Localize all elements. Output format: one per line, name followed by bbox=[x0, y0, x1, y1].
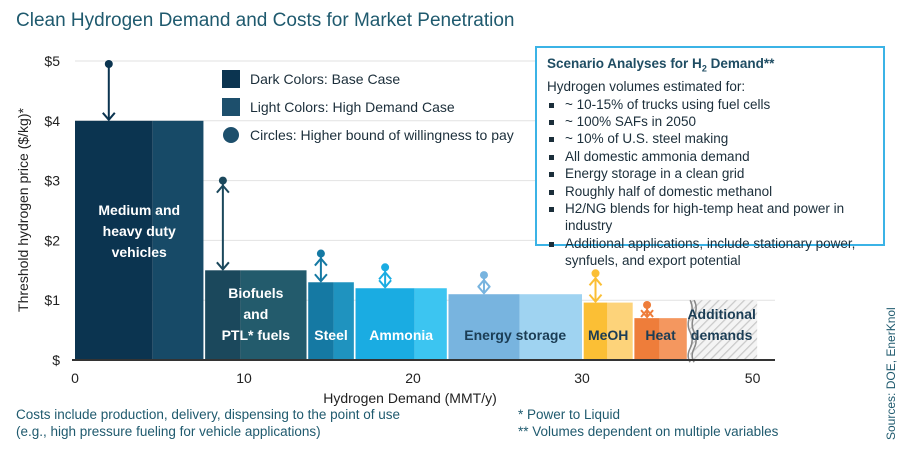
y-tick-label: $1 bbox=[44, 292, 60, 308]
bar-high-demand bbox=[519, 294, 582, 360]
legend-entry: Circles: Higher bound of willingness to … bbox=[250, 127, 514, 143]
y-axis-label: Threshold hydrogen price ($/kg)* bbox=[15, 108, 31, 312]
y-tick-label: $4 bbox=[44, 113, 60, 129]
arrow-up-icon bbox=[216, 184, 230, 194]
scenario-list-item: H2/NG blends for high-temp heat and powe… bbox=[547, 200, 873, 235]
bar-additional-demands bbox=[690, 300, 758, 360]
bar-high-demand bbox=[152, 120, 204, 360]
x-tick-label: 0 bbox=[71, 370, 79, 386]
arrow-down-icon bbox=[378, 279, 392, 289]
bar-label: vehicles bbox=[112, 244, 167, 260]
bar-high-demand bbox=[607, 302, 633, 360]
bar-label: PTL* fuels bbox=[222, 327, 291, 343]
bar-label: Ammonia bbox=[369, 327, 433, 343]
legend-entry: Dark Colors: Base Case bbox=[250, 71, 400, 87]
arrow-down-icon bbox=[216, 261, 230, 271]
legend-circle-icon bbox=[223, 127, 239, 143]
axis-break-icon bbox=[687, 299, 693, 363]
bar-high-demand bbox=[240, 270, 307, 360]
bar-base-case bbox=[583, 302, 608, 360]
bar-label: MeOH bbox=[588, 327, 628, 343]
y-tick-label: $5 bbox=[44, 53, 60, 69]
arrow-up-icon bbox=[640, 308, 654, 318]
bar-high-demand bbox=[414, 288, 447, 360]
bar-base-case bbox=[308, 282, 334, 360]
x-tick-label: 20 bbox=[405, 370, 421, 386]
arrow-down-icon bbox=[477, 285, 491, 295]
scenario-list-item: ~ 10% of U.S. steel making bbox=[547, 130, 873, 147]
scenario-analyses-box: Scenario Analyses for H2 Demand** Hydrog… bbox=[535, 46, 885, 268]
axis-break-icon bbox=[691, 299, 697, 363]
x-axis-label: Hydrogen Demand (MMT/y) bbox=[323, 390, 497, 406]
bar-label: demands bbox=[691, 327, 753, 343]
y-tick-label: $2 bbox=[44, 232, 60, 248]
sources-credit: Sources: DOE, EnerKnol bbox=[884, 307, 898, 440]
y-tick-label: $ bbox=[52, 352, 60, 368]
legend-entry: Light Colors: High Demand Case bbox=[250, 99, 455, 115]
scenario-list-item: ~ 100% SAFs in 2050 bbox=[547, 113, 873, 130]
scenario-box-title: Scenario Analyses for H2 Demand** bbox=[547, 56, 775, 74]
bar-label: Additional bbox=[687, 306, 755, 322]
x-tick-label: 10 bbox=[236, 370, 252, 386]
bar-base-case bbox=[75, 120, 153, 360]
costs-note: Costs include production, delivery, disp… bbox=[16, 407, 400, 439]
bar-label: Energy storage bbox=[464, 327, 566, 343]
bar-label: Biofuels bbox=[228, 285, 283, 301]
x-tick-label: 50 bbox=[745, 370, 761, 386]
scenario-list-item: Roughly half of domestic methanol bbox=[547, 183, 873, 200]
bar-high-demand bbox=[333, 282, 354, 360]
arrow-up-icon bbox=[378, 270, 392, 280]
scenario-list: ~ 10-15% of trucks using fuel cells ~ 100… bbox=[547, 96, 873, 270]
arrow-up-icon bbox=[314, 257, 328, 267]
bar-high-demand bbox=[659, 318, 687, 360]
arrow-down-icon bbox=[588, 293, 603, 304]
footnotes: * Power to Liquid ** Volumes dependent o… bbox=[518, 407, 779, 439]
bar-label: Steel bbox=[314, 327, 347, 343]
legend-swatch bbox=[222, 70, 240, 88]
bar-base-case bbox=[205, 270, 241, 360]
arrow-up-icon bbox=[477, 278, 491, 288]
scenario-box-intro: Hydrogen volumes estimated for: bbox=[547, 79, 746, 95]
scenario-list-item: All domestic ammonia demand bbox=[547, 148, 873, 165]
arrow-down-icon bbox=[314, 273, 328, 283]
x-tick-label: 30 bbox=[574, 370, 590, 386]
legend-swatch bbox=[222, 98, 240, 116]
scenario-list-item: Additional applications, include station… bbox=[547, 235, 873, 270]
arrow-up-icon bbox=[588, 276, 603, 286]
bar-label: Heat bbox=[645, 327, 676, 343]
bar-base-case bbox=[634, 318, 660, 360]
chart-title: Clean Hydrogen Demand and Costs for Mark… bbox=[16, 10, 515, 31]
bar-base-case bbox=[355, 288, 415, 360]
scenario-list-item: ~ 10-15% of trucks using fuel cells bbox=[547, 96, 873, 113]
y-tick-label: $3 bbox=[44, 173, 60, 189]
bar-base-case bbox=[448, 294, 520, 360]
scenario-list-item: Energy storage in a clean grid bbox=[547, 165, 873, 182]
arrow-down-icon bbox=[640, 309, 654, 319]
arrow-down-icon bbox=[102, 112, 116, 122]
bar-label: Medium and bbox=[98, 202, 180, 218]
bar-label: heavy duty bbox=[103, 223, 176, 239]
bar-label: and bbox=[243, 306, 268, 322]
